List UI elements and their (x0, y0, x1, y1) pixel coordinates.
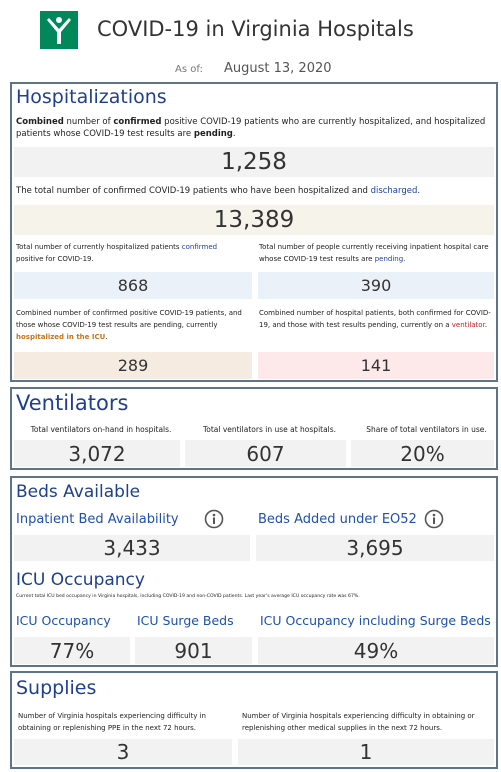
text-part: positive for COVID-19. (16, 255, 94, 263)
value: 49% (258, 637, 494, 664)
label: ICU Occupancy (16, 613, 111, 628)
text-part: pending (193, 129, 233, 139)
page-title: COVID-19 in Virginia Hospitals (97, 17, 414, 41)
text-part: ventilator (451, 321, 485, 329)
value: 607 (185, 440, 346, 467)
section-title: Beds Available (16, 482, 141, 502)
value: 901 (135, 637, 252, 664)
text-part: The total number of confirmed COVID-19 p… (16, 186, 371, 196)
info-icon[interactable] (424, 509, 444, 529)
text-part: confirmed (181, 243, 218, 251)
text-part: Total number of currently hospitalized p… (16, 243, 182, 251)
value: 77% (14, 637, 130, 664)
label: Number of Virginia hospitals experiencin… (242, 712, 475, 732)
logo (40, 11, 78, 49)
description: Combined number of hospital patients, bo… (259, 307, 493, 331)
label: Total ventilators in use at hospitals. (202, 425, 337, 434)
description: Total number of currently hospitalized p… (16, 241, 236, 265)
value: 868 (14, 272, 252, 299)
text-part: number of (63, 117, 114, 127)
label: Beds Added under EO52 (258, 512, 417, 527)
value: 1,258 (14, 147, 494, 177)
description: Combined number of confirmed positive CO… (16, 307, 252, 343)
section-title: Hospitalizations (16, 86, 167, 108)
description: Total number of people currently receivi… (259, 241, 491, 265)
section-title: Supplies (16, 677, 97, 699)
label: Inpatient Bed Availability (16, 512, 179, 527)
info-icon[interactable] (204, 509, 224, 529)
label: ICU Surge Beds (137, 613, 234, 628)
value: 141 (258, 352, 494, 379)
label: Share of total ventilators in use. (366, 425, 487, 434)
label: ICU Occupancy including Surge Beds (260, 613, 491, 628)
text-part: . (484, 321, 488, 329)
text-part: hospitalized in the ICU (16, 333, 106, 341)
description: The total number of confirmed COVID-19 p… (16, 185, 486, 197)
section-subtitle: ICU Occupancy (16, 570, 145, 590)
value: 289 (14, 352, 252, 379)
section-title: Ventilators (16, 391, 129, 415)
text-part: Combined (16, 117, 64, 127)
text-part: . (105, 333, 108, 341)
supplies-panel (10, 671, 498, 769)
value: 1 (238, 739, 494, 765)
text-part: confirmed (113, 117, 162, 127)
ventilators-panel (10, 387, 498, 470)
value: 3,072 (14, 440, 180, 467)
value: 3,695 (256, 535, 494, 561)
text-part: Total number of people currently receivi… (259, 243, 489, 263)
description: Combined number of confirmed positive CO… (16, 116, 486, 140)
value: 3 (14, 739, 232, 765)
text-part: Combined number of confirmed positive CO… (16, 309, 242, 329)
text-part: . (417, 186, 421, 196)
text-part: Combined number of hospital patients, bo… (259, 309, 491, 329)
text-part: . (232, 129, 236, 139)
label: Number of Virginia hospitals experiencin… (18, 712, 206, 732)
text-part: discharged (370, 186, 418, 196)
value: 3,433 (14, 535, 250, 561)
label: Total ventilators on-hand in hospitals. (30, 425, 172, 434)
note: Current total ICU bed occupancy in Virgi… (16, 594, 360, 599)
value: 390 (258, 272, 494, 299)
beds-panel (10, 476, 498, 667)
value: 20% (351, 440, 494, 467)
text-part: positive COVID-19 patients who are curre… (16, 117, 486, 139)
hospitalizations-panel (10, 82, 498, 382)
text-part: pending (374, 255, 404, 263)
as-of-date: August 13, 2020 (224, 61, 332, 76)
as-of-label: As of: (175, 64, 203, 75)
text-part: . (403, 255, 406, 263)
value: 13,389 (14, 205, 494, 235)
